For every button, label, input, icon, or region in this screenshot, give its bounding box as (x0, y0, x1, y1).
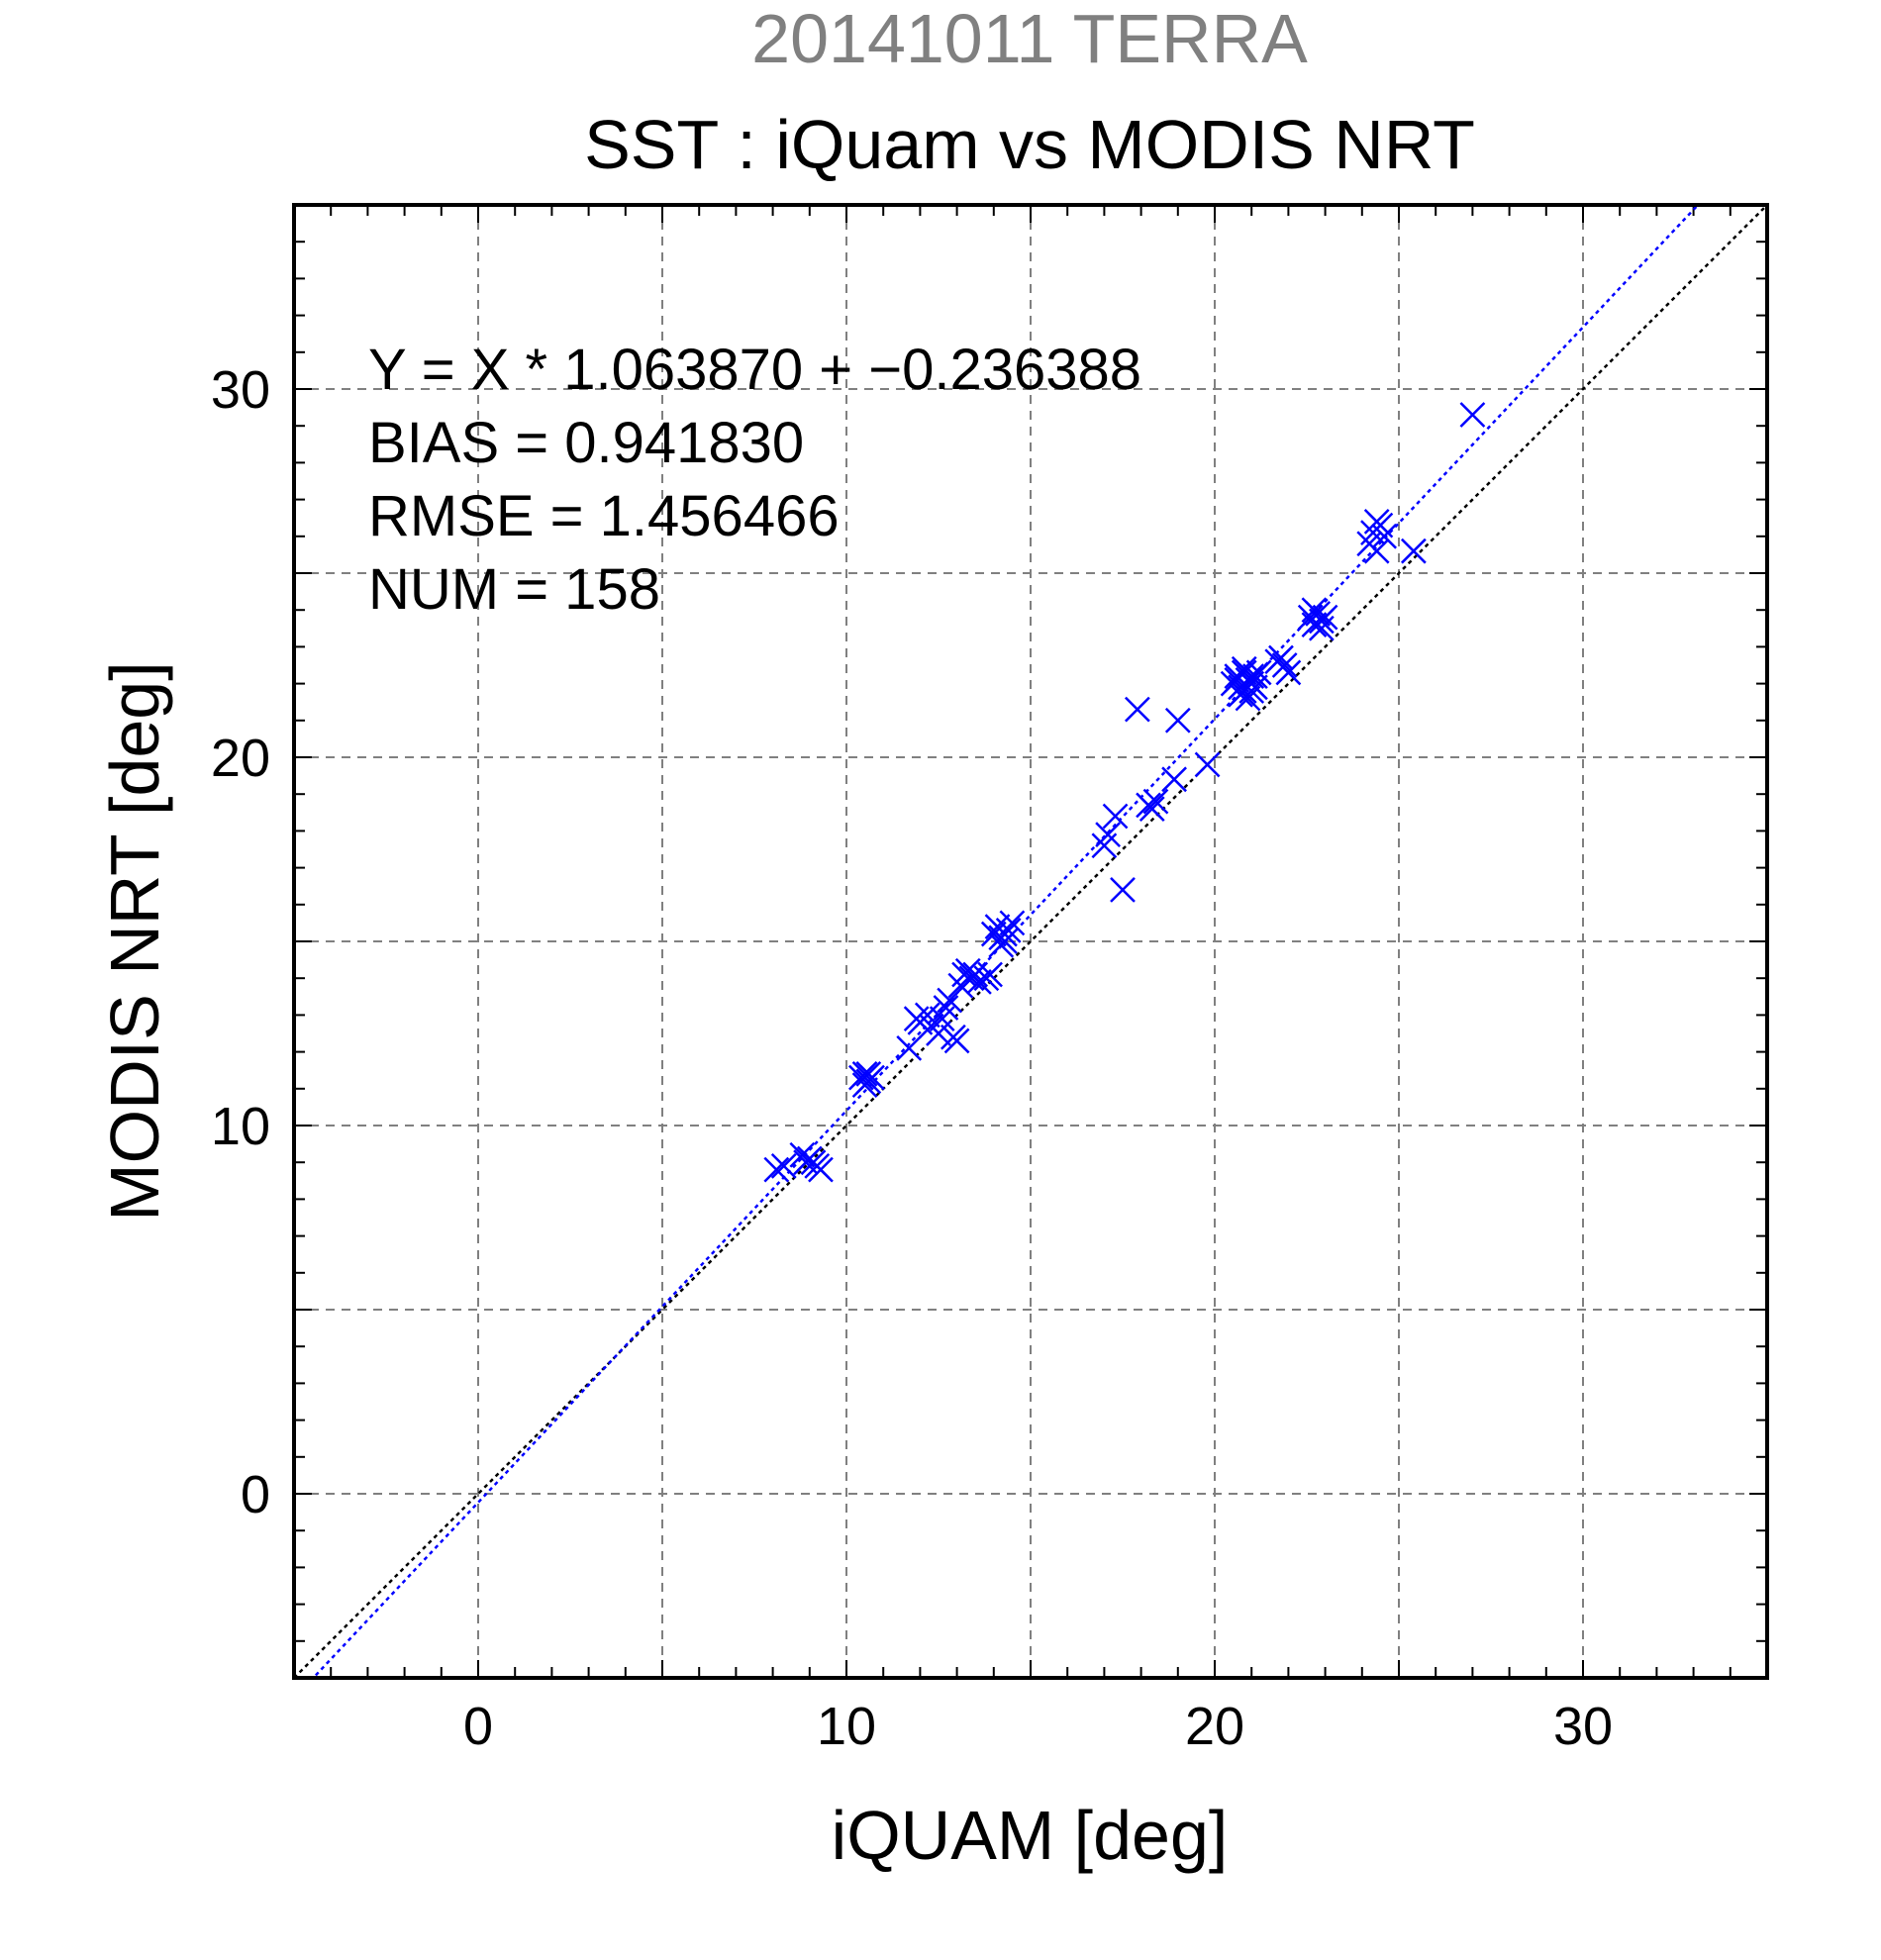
bias-label: BIAS = 0.941830 (368, 411, 804, 475)
data-point (926, 1021, 951, 1046)
grid-lines (294, 205, 1767, 1678)
data-point (896, 1034, 923, 1061)
data-point (1102, 803, 1129, 830)
data-point (933, 995, 959, 1021)
x-tick-label: 20 (1185, 1697, 1244, 1756)
data-point (1095, 822, 1122, 848)
data-point (1400, 538, 1427, 564)
data-point (808, 1156, 834, 1183)
y-tick-label: 10 (211, 1097, 270, 1156)
y-axis-label: MODIS NRT [deg] (96, 661, 173, 1221)
y-tick-labels: 0 10 20 30 (211, 360, 270, 1524)
data-point (1224, 666, 1250, 693)
data-point (999, 910, 1026, 936)
data-point (1275, 659, 1302, 686)
data-point (1164, 707, 1191, 734)
x-tick-labels: 0 10 20 30 (463, 1697, 1613, 1756)
data-point (1363, 509, 1390, 535)
data-point (1194, 751, 1221, 778)
chart-title: 20141011 TERRA (751, 0, 1308, 77)
data-point (1308, 615, 1335, 641)
data-point (1245, 659, 1272, 686)
data-point (1161, 766, 1187, 793)
data-point (1142, 788, 1169, 815)
fit-equation-label: Y = X * 1.063870 + −0.236388 (368, 338, 1141, 402)
data-point (966, 969, 992, 995)
y-tick-label: 20 (211, 729, 270, 788)
data-point (763, 1156, 790, 1183)
data-point (1235, 685, 1261, 712)
num-label: NUM = 158 (368, 557, 660, 622)
stats-annotation: Y = X * 1.063870 + −0.236388 BIAS = 0.94… (368, 338, 1141, 622)
data-point (1301, 597, 1328, 624)
chart-subtitle: SST : iQuam vs MODIS NRT (584, 106, 1475, 183)
data-point (1124, 696, 1150, 723)
data-point (1271, 652, 1298, 678)
data-point (1231, 678, 1257, 704)
data-point (977, 961, 1003, 988)
x-axis-label: iQUAM [deg] (832, 1797, 1229, 1874)
data-point (855, 1061, 882, 1087)
data-point (770, 1153, 797, 1179)
y-tick-label: 0 (241, 1465, 270, 1524)
data-point (1238, 663, 1265, 690)
data-point (992, 921, 1018, 947)
x-tick-label: 10 (817, 1697, 876, 1756)
data-point (1371, 523, 1398, 549)
plot-frame (292, 203, 1769, 1680)
data-point (1138, 796, 1165, 822)
identity-line (294, 205, 1767, 1678)
x-tick-label: 30 (1553, 1697, 1613, 1756)
data-point (1363, 538, 1390, 564)
data-point (1110, 877, 1136, 903)
fit-line (311, 205, 1700, 1678)
reference-lines (294, 205, 1767, 1678)
y-tick-label: 30 (211, 360, 270, 420)
rmse-label: RMSE = 1.456466 (368, 484, 840, 548)
data-point (851, 1061, 878, 1087)
data-point (937, 987, 963, 1014)
x-tick-label: 0 (463, 1697, 493, 1756)
data-point (1268, 644, 1294, 671)
data-point (1459, 402, 1486, 428)
data-points (763, 402, 1486, 1183)
data-point (943, 1028, 970, 1054)
data-point (789, 1141, 816, 1168)
data-point (980, 921, 1007, 947)
